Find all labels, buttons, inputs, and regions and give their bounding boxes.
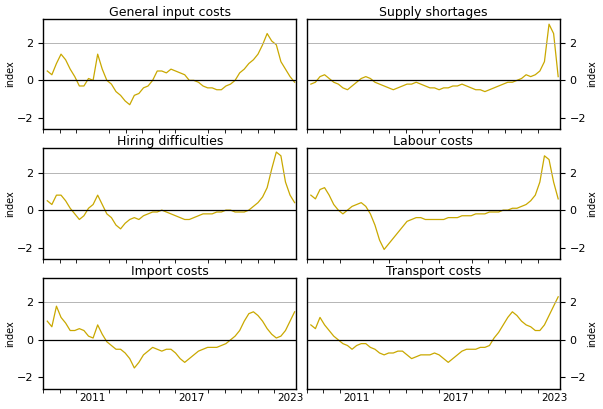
Title: Transport costs: Transport costs [386, 265, 481, 278]
Title: Supply shortages: Supply shortages [379, 6, 487, 18]
Title: Import costs: Import costs [131, 265, 209, 278]
Title: Hiring difficulties: Hiring difficulties [116, 135, 223, 148]
Title: Labour costs: Labour costs [393, 135, 473, 148]
Title: General input costs: General input costs [109, 6, 231, 18]
Y-axis label: index: index [587, 320, 598, 347]
Y-axis label: index: index [5, 61, 16, 87]
Y-axis label: index: index [587, 61, 598, 87]
Y-axis label: index: index [5, 320, 16, 347]
Y-axis label: index: index [5, 190, 16, 217]
Y-axis label: index: index [587, 190, 598, 217]
